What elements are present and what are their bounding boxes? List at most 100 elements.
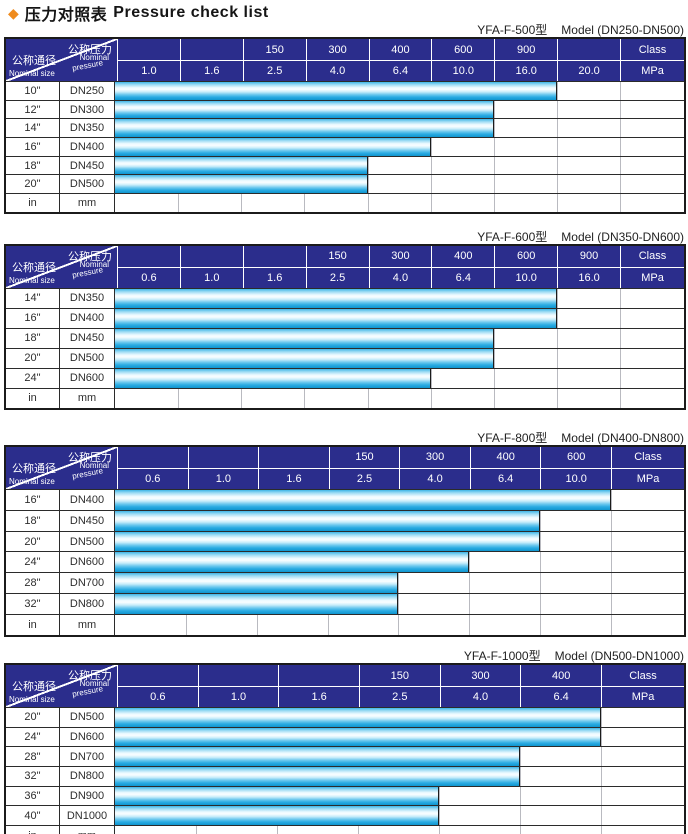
column-gridline bbox=[493, 138, 495, 156]
class-column-body-cell bbox=[620, 308, 684, 328]
mpa-value-cell: 10.0 bbox=[540, 467, 611, 489]
pressure-range-area bbox=[115, 489, 611, 510]
size-dn-cell: DN600 bbox=[60, 727, 115, 747]
mpa-value-cell: 6.4 bbox=[469, 467, 541, 489]
size-inch-cell: 20" bbox=[6, 708, 60, 727]
column-gridline bbox=[493, 328, 495, 348]
pressure-range-area bbox=[115, 727, 601, 747]
class-column-body-cell bbox=[601, 747, 684, 767]
pressure-table: 公称压力 Nominal pressure 公称通径 Nominal size 150 30… bbox=[4, 663, 686, 834]
class-value-cell bbox=[117, 245, 180, 267]
column-gridline bbox=[430, 388, 432, 408]
unit-mm-cell: mm bbox=[60, 388, 115, 408]
pressure-range-bar bbox=[115, 708, 601, 727]
nominal-size-zh-label: 公称通径 bbox=[12, 462, 56, 475]
class-value-row: 150 300 400 600 bbox=[117, 446, 611, 468]
class-value-cell: 150 bbox=[328, 446, 400, 468]
model-range: Model (DN500-DN1000) bbox=[554, 649, 684, 664]
column-gridline bbox=[540, 573, 542, 594]
unit-in-cell: in bbox=[6, 194, 60, 212]
size-dn-cell: DN500 bbox=[60, 531, 115, 552]
column-gridline bbox=[241, 388, 243, 408]
model-name: YFA-F-500型 bbox=[477, 23, 548, 37]
class-value-cell: 600 bbox=[431, 39, 494, 60]
column-gridline bbox=[304, 388, 306, 408]
pressure-range-bar bbox=[115, 100, 494, 119]
nominal-size-en-label: Nominal size bbox=[9, 476, 55, 486]
pressure-range-bar bbox=[115, 767, 520, 786]
mpa-value-cell: 1.0 bbox=[187, 467, 259, 489]
class-column-body-cell bbox=[620, 156, 684, 175]
column-gridline bbox=[540, 510, 542, 531]
class-column-body-cell bbox=[620, 194, 684, 212]
page-title: ◆ 压力对照表 Pressure check list bbox=[8, 4, 686, 24]
class-value-cell bbox=[197, 665, 279, 687]
table-row: 18" DN450 bbox=[6, 327, 684, 348]
table-row: 16" DN400 bbox=[6, 307, 684, 328]
nominal-pressure-zh-label: 公称压力 bbox=[68, 670, 112, 683]
table-row: 18" DN450 bbox=[6, 509, 684, 531]
column-gridline bbox=[195, 826, 197, 834]
class-column-body-cell bbox=[620, 388, 684, 408]
pressure-range-area bbox=[115, 531, 611, 552]
class-value-cell bbox=[179, 39, 243, 60]
column-gridline bbox=[556, 175, 558, 194]
size-inch-cell: 28" bbox=[6, 747, 60, 767]
class-value-cell: 150 bbox=[305, 245, 369, 267]
pressure-range-area bbox=[115, 747, 601, 767]
size-inch-cell: 18" bbox=[6, 156, 60, 175]
class-unit-cell: Class bbox=[620, 39, 684, 60]
nominal-size-zh-label: 公称通径 bbox=[12, 55, 56, 67]
class-column-body-cell bbox=[620, 328, 684, 348]
column-gridline bbox=[556, 288, 558, 308]
unit-in-cell: in bbox=[6, 615, 60, 636]
class-value-cell bbox=[187, 446, 259, 468]
class-value-cell: 300 bbox=[399, 446, 470, 468]
size-inch-cell: 40" bbox=[6, 806, 60, 826]
column-gridline bbox=[469, 615, 471, 636]
class-value-cell bbox=[117, 39, 180, 60]
table-row: 20" DN500 bbox=[6, 707, 684, 727]
pressure-tables-container: YFA-F-500型 Model (DN250-DN500) 公称压力 Nominal… bbox=[4, 24, 686, 834]
column-gridline bbox=[469, 573, 471, 594]
pressure-table: 公称压力 Nominal pressure 公称通径 Nominal size 150 30… bbox=[4, 243, 686, 410]
size-inch-cell: 14" bbox=[6, 119, 60, 138]
size-inch-cell: 16" bbox=[6, 138, 60, 156]
diagonal-header-cell: 公称压力 Nominal pressure 公称通径 Nominal size bbox=[6, 665, 117, 708]
pressure-range-bar bbox=[115, 806, 439, 826]
size-inch-cell: 18" bbox=[6, 510, 60, 531]
table-row: 40" DN1000 bbox=[6, 805, 684, 826]
diagonal-header-cell: 公称压力 Nominal pressure 公称通径 Nominal size bbox=[6, 446, 117, 489]
model-name: YFA-F-800型 bbox=[477, 430, 548, 445]
class-value-cell: 150 bbox=[358, 665, 440, 687]
column-gridline bbox=[430, 368, 432, 388]
class-value-cell: 400 bbox=[368, 39, 432, 60]
size-inch-cell: 32" bbox=[6, 594, 60, 615]
column-gridline bbox=[438, 786, 440, 806]
pressure-range-bar bbox=[115, 489, 611, 510]
table-row: 20" DN500 bbox=[6, 347, 684, 368]
unit-mm-cell: mm bbox=[60, 194, 115, 212]
size-dn-cell: DN500 bbox=[60, 348, 115, 368]
diagonal-header-cell: 公称压力 Nominal pressure 公称通径 Nominal size bbox=[6, 39, 117, 81]
size-dn-cell: DN600 bbox=[60, 368, 115, 388]
class-value-cell bbox=[117, 665, 198, 687]
pressure-range-bar bbox=[115, 747, 520, 767]
class-value-cell: 400 bbox=[431, 245, 494, 267]
class-value-cell bbox=[179, 245, 243, 267]
page-title-zh: 压力对照表 bbox=[24, 7, 108, 24]
mpa-value-cell: 2.5 bbox=[305, 266, 369, 288]
pressure-range-area bbox=[115, 288, 620, 308]
nominal-size-en-label: Nominal size bbox=[9, 69, 55, 78]
model-range: Model (DN350-DN600) bbox=[561, 229, 684, 244]
column-gridline bbox=[430, 138, 432, 156]
model-range: Model (DN400-DN800) bbox=[561, 430, 684, 445]
mpa-value-cell: 10.0 bbox=[494, 266, 558, 288]
class-column-body-cell bbox=[611, 552, 684, 573]
pressure-range-bar bbox=[115, 82, 557, 100]
size-dn-cell: DN600 bbox=[60, 552, 115, 573]
class-unit-cell: Class bbox=[601, 665, 684, 687]
size-dn-cell: DN500 bbox=[60, 175, 115, 194]
